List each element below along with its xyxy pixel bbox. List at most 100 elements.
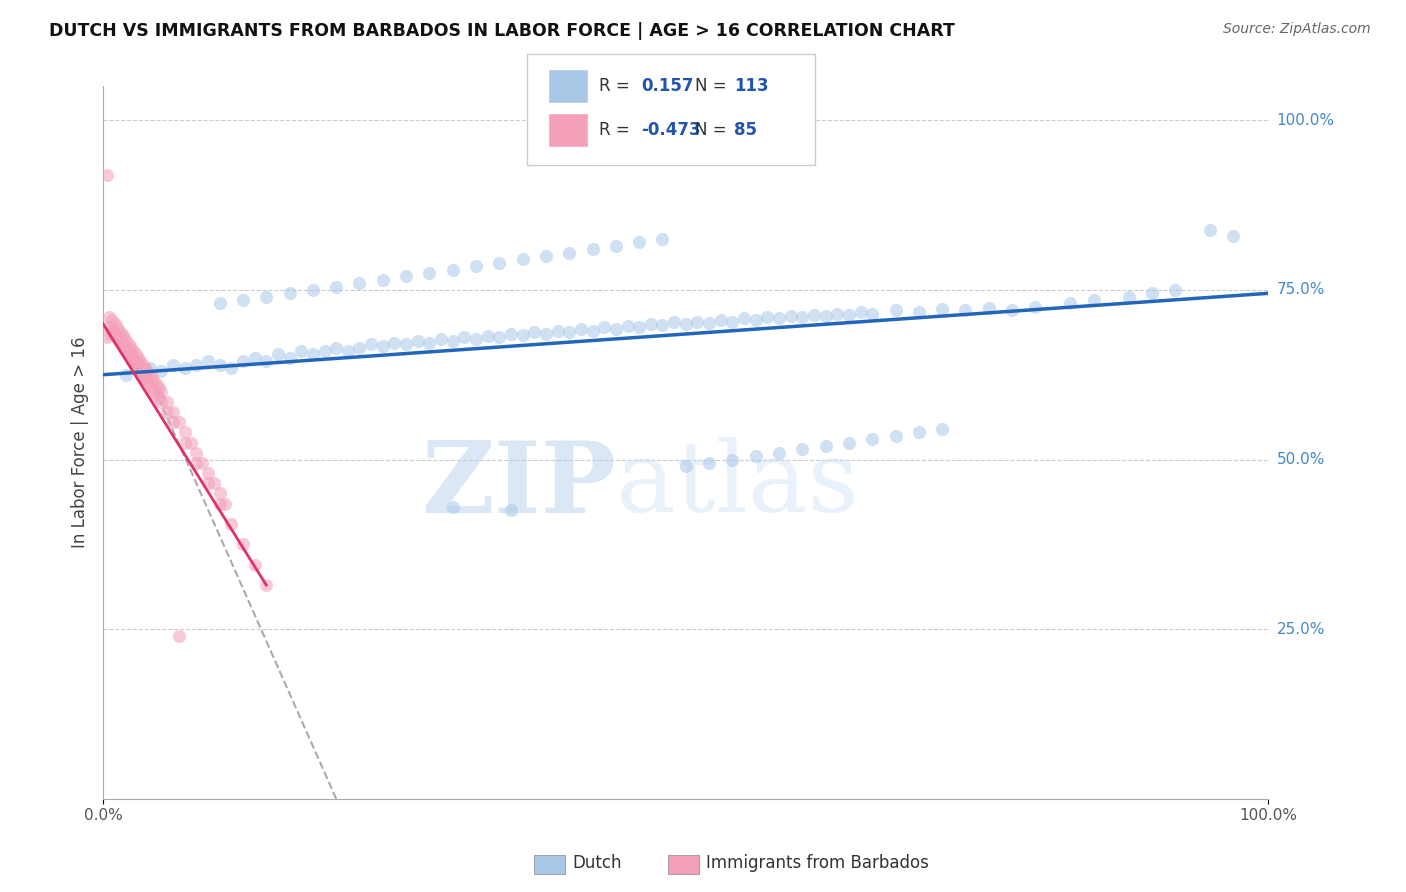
Point [384,335,406,350]
Point [150,364,173,378]
Point [162,415,184,429]
Point [118,349,141,363]
Point [143,384,166,399]
Point [139,368,162,382]
Point [214,497,236,511]
Point [744,449,766,463]
Point [418,335,440,350]
Point [616,318,638,333]
Point [441,334,464,348]
Point [127,360,149,375]
Point [156,405,179,419]
Point [104,326,127,341]
Point [1199,223,1222,237]
Point [208,497,231,511]
Point [167,629,190,643]
Text: 50.0%: 50.0% [1277,452,1324,467]
Point [336,343,359,358]
Point [640,317,662,331]
Point [1118,290,1140,304]
Text: atlas: atlas [616,437,859,533]
Point [162,358,184,372]
Point [232,293,254,307]
Point [581,324,603,338]
Point [302,283,325,297]
Point [135,372,157,386]
Point [278,351,301,365]
Point [156,395,179,409]
Point [1083,293,1105,307]
Point [768,311,790,326]
Point [441,262,464,277]
Point [139,377,162,392]
Point [139,360,162,375]
Point [136,375,159,389]
Point [122,343,145,358]
Point [838,308,860,322]
Point [134,360,156,375]
Point [349,341,371,355]
Point [733,311,755,326]
Point [686,315,709,329]
Point [118,347,141,361]
Point [534,249,557,263]
Point [150,395,173,409]
Text: 25.0%: 25.0% [1277,622,1324,637]
Point [884,303,907,318]
Point [145,377,167,392]
Point [115,343,138,358]
Point [1024,300,1046,314]
Point [779,309,801,323]
Text: R =: R = [599,121,630,139]
Point [243,558,266,572]
Point [477,329,499,343]
Point [1059,296,1081,310]
Point [581,242,603,256]
Point [127,351,149,365]
Point [908,304,931,318]
Point [110,335,132,350]
Point [523,325,546,339]
Point [371,338,394,352]
Point [167,415,190,429]
Point [418,266,440,280]
Point [908,425,931,440]
Point [173,425,195,440]
Point [107,332,129,346]
Point [768,446,790,460]
Point [290,343,312,358]
Point [1001,302,1024,317]
Text: -0.473: -0.473 [641,121,700,139]
Text: Immigrants from Barbados: Immigrants from Barbados [706,855,929,872]
Text: ZIP: ZIP [420,437,616,533]
Point [105,330,128,344]
Point [534,326,557,341]
Point [569,322,592,336]
Point [114,342,136,356]
Point [141,381,163,395]
Point [349,276,371,290]
Text: 85: 85 [734,121,756,139]
Point [453,330,475,344]
Point [143,375,166,389]
Point [558,245,581,260]
Point [115,368,138,382]
Point [697,316,720,330]
Point [120,341,142,355]
Point [803,308,825,322]
Point [117,345,139,359]
Point [180,435,202,450]
Point [97,320,120,334]
Point [605,322,627,336]
Point [129,364,152,378]
Point [115,334,138,348]
Point [186,446,208,460]
Point [118,337,141,351]
Point [124,355,146,369]
Point [101,313,124,327]
Point [191,456,214,470]
Point [131,366,153,380]
Point [96,168,118,182]
Point [104,317,127,331]
Point [208,358,231,372]
